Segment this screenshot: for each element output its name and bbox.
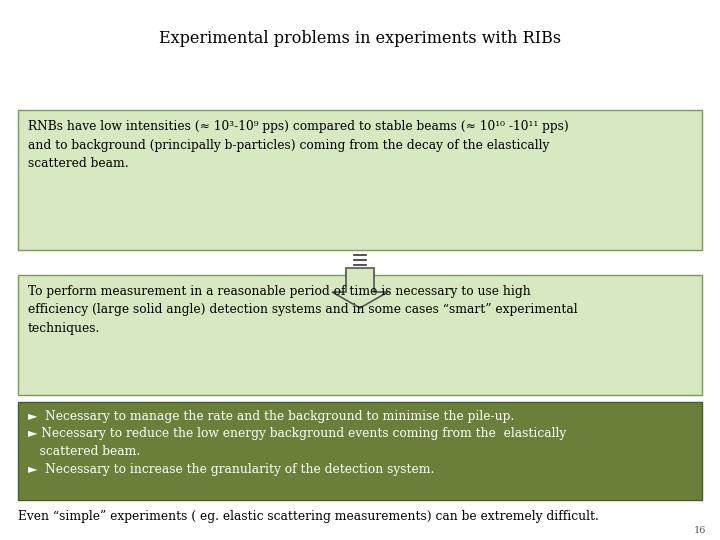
Text: To perform measurement in a reasonable period of time is necessary to use high
e: To perform measurement in a reasonable p… <box>28 285 577 335</box>
Polygon shape <box>332 268 388 308</box>
FancyBboxPatch shape <box>18 275 702 395</box>
FancyBboxPatch shape <box>18 110 702 250</box>
Text: Experimental problems in experiments with RIBs: Experimental problems in experiments wit… <box>159 30 561 47</box>
Text: ►  Necessary to manage the rate and the background to minimise the pile-up.
► Ne: ► Necessary to manage the rate and the b… <box>28 410 566 476</box>
FancyBboxPatch shape <box>18 402 702 500</box>
Text: Even “simple” experiments ( eg. elastic scattering measurements) can be extremel: Even “simple” experiments ( eg. elastic … <box>18 510 599 523</box>
Text: 16: 16 <box>693 526 706 535</box>
Text: RNBs have low intensities (≈ 10³-10⁹ pps) compared to stable beams (≈ 10¹⁰ -10¹¹: RNBs have low intensities (≈ 10³-10⁹ pps… <box>28 120 569 170</box>
